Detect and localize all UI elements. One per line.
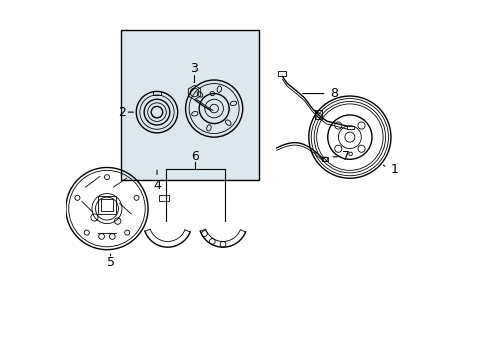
Text: 5: 5 [106,256,114,269]
Bar [346,126,353,129]
Bar [278,71,285,76]
Bar [98,197,116,213]
Text: 7: 7 [342,150,349,163]
Text: 4: 4 [153,179,161,192]
Bar [315,110,322,119]
Bar [121,30,258,180]
Bar [152,91,161,95]
Text: 3: 3 [190,62,198,75]
Text: 6: 6 [191,150,199,163]
Bar [159,195,169,202]
Bar [101,199,113,211]
Text: 8: 8 [329,87,337,100]
Bar [321,157,327,161]
Text: 2: 2 [118,105,125,119]
Text: 1: 1 [390,163,398,176]
